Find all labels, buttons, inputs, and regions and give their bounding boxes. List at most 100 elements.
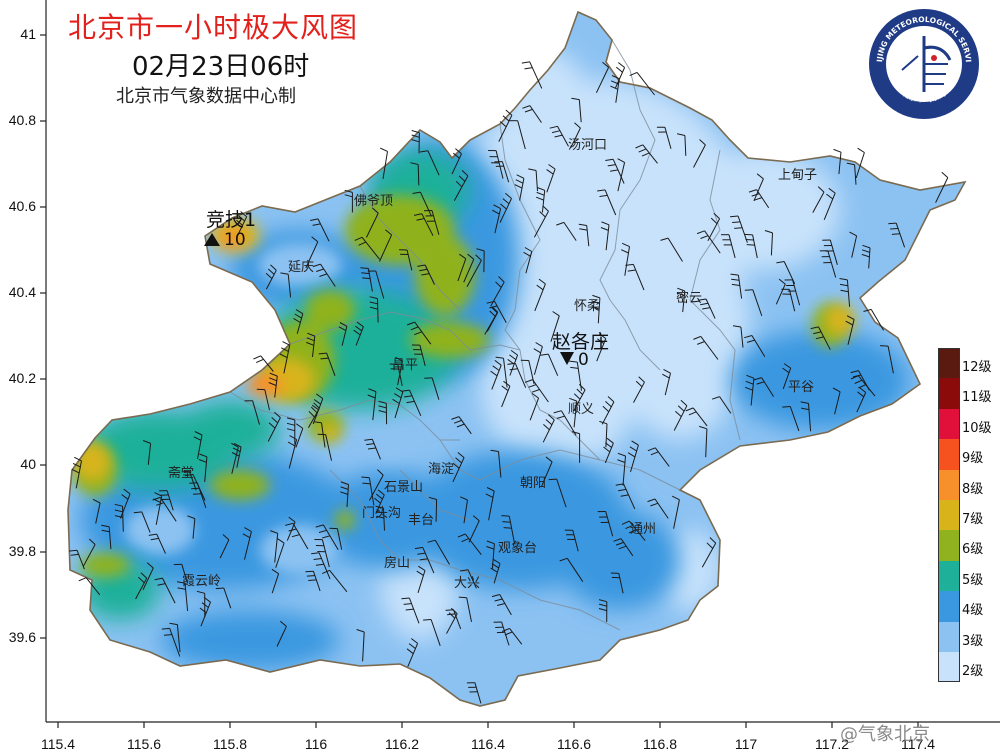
lat-tick: 39.8 bbox=[8, 543, 36, 559]
map-source: 北京市气象数据中心制 bbox=[116, 86, 296, 107]
lon-tick: 117.4 bbox=[901, 736, 935, 752]
wind-barb bbox=[476, 248, 485, 273]
wind-barb bbox=[306, 332, 316, 358]
wind-barb bbox=[499, 192, 512, 223]
map-frame bbox=[40, 0, 1000, 728]
wind-barb bbox=[570, 122, 581, 149]
place-label-pinggu: 平谷 bbox=[788, 380, 815, 395]
wind-barb bbox=[486, 540, 495, 569]
wind-barb bbox=[451, 148, 462, 175]
wind-barb bbox=[492, 204, 502, 234]
legend-swatch bbox=[938, 499, 960, 531]
wind-barb bbox=[459, 496, 468, 524]
wind-barb bbox=[524, 379, 549, 403]
place-label-changping: 昌平 bbox=[392, 358, 419, 373]
lat-tick: 40.2 bbox=[8, 370, 36, 386]
max-station-marker bbox=[204, 233, 220, 246]
wind-barb bbox=[305, 236, 319, 269]
wind-barb bbox=[850, 370, 870, 391]
wind-barb bbox=[271, 568, 280, 594]
wind-barb bbox=[401, 389, 422, 417]
max-station-value: 10 bbox=[224, 230, 246, 250]
wind-barb bbox=[523, 247, 533, 274]
min-station-name: 赵各庄 bbox=[552, 331, 610, 353]
wind-barb bbox=[698, 298, 716, 319]
wind-barb bbox=[270, 530, 279, 563]
wind-barb bbox=[310, 218, 330, 242]
wind-barb bbox=[446, 607, 458, 634]
wind-barb bbox=[595, 61, 610, 94]
wind-barb bbox=[295, 423, 304, 448]
wind-barb bbox=[280, 272, 292, 298]
wind-barb bbox=[845, 315, 855, 345]
wind-barb bbox=[307, 402, 320, 429]
wind-barb bbox=[311, 393, 324, 425]
wind-barb bbox=[361, 476, 375, 506]
wind-barb bbox=[514, 174, 525, 201]
wind-barb bbox=[732, 325, 744, 348]
wind-barb bbox=[676, 287, 686, 313]
wind-barb bbox=[935, 171, 949, 203]
wind-barb bbox=[366, 207, 379, 238]
legend-label: 11级 bbox=[962, 390, 992, 406]
legend-swatch bbox=[938, 378, 960, 409]
place-label-shunyi: 顺义 bbox=[568, 402, 595, 417]
wind-barb bbox=[321, 569, 348, 593]
legend-label: 2级 bbox=[962, 663, 984, 679]
legend-label: 9级 bbox=[962, 451, 984, 467]
wind-barb bbox=[782, 363, 792, 390]
place-label-guanxiangtai: 观象台 bbox=[498, 541, 538, 556]
wind-barb bbox=[419, 150, 440, 176]
wind-barb bbox=[673, 399, 688, 431]
wind-barb bbox=[528, 168, 538, 192]
wind-barb bbox=[711, 396, 732, 414]
legend-label: 6级 bbox=[962, 542, 984, 558]
map-title: 北京市一小时极大风图 bbox=[68, 11, 359, 44]
wind-barb bbox=[305, 570, 321, 592]
wind-barb bbox=[78, 577, 101, 596]
wind-barb bbox=[152, 496, 177, 522]
wind-barb bbox=[452, 452, 465, 483]
wind-barb bbox=[782, 406, 800, 432]
wind-barb bbox=[764, 230, 773, 256]
wind-barb bbox=[573, 384, 586, 412]
wind-barb bbox=[468, 515, 480, 543]
wind-barb bbox=[275, 538, 285, 568]
legend-item: 4级 bbox=[938, 591, 996, 622]
wind-barb bbox=[413, 213, 434, 236]
wind-barb bbox=[533, 205, 549, 238]
wind-barb bbox=[135, 572, 148, 600]
wind-barb bbox=[846, 162, 857, 185]
legend-label: 10级 bbox=[962, 420, 992, 436]
legend-swatch bbox=[938, 621, 960, 652]
wind-barb bbox=[92, 498, 101, 524]
place-label-zhaitang: 斋堂 bbox=[168, 466, 195, 481]
min-station-marker bbox=[560, 352, 574, 365]
wind-barb bbox=[597, 189, 617, 216]
wind-barb bbox=[412, 191, 432, 217]
legend-item: 2级 bbox=[938, 651, 996, 683]
wind-barb bbox=[699, 425, 708, 458]
wind-barb bbox=[744, 233, 758, 259]
place-label-yanqing: 延庆 bbox=[288, 260, 315, 275]
wind-barb bbox=[633, 376, 645, 403]
wind-barb bbox=[822, 239, 838, 265]
wind-barb bbox=[177, 581, 189, 612]
wind-barb bbox=[173, 563, 189, 584]
wind-barb bbox=[800, 401, 812, 432]
wind-barb bbox=[285, 522, 309, 550]
legend-label: 8级 bbox=[962, 481, 984, 497]
legend-swatch bbox=[938, 651, 960, 683]
wind-barb bbox=[161, 627, 181, 657]
lon-tick: 115.8 bbox=[213, 736, 247, 752]
wind-barb bbox=[187, 515, 196, 539]
wind-barb bbox=[379, 229, 393, 262]
wind-barb bbox=[529, 392, 540, 421]
wind-barb bbox=[509, 120, 526, 150]
wind-barb bbox=[231, 442, 242, 468]
legend-swatch bbox=[938, 591, 960, 622]
wind-barb bbox=[753, 173, 764, 202]
wind-barb bbox=[540, 353, 559, 376]
lon-tick: 115.4 bbox=[41, 736, 75, 752]
